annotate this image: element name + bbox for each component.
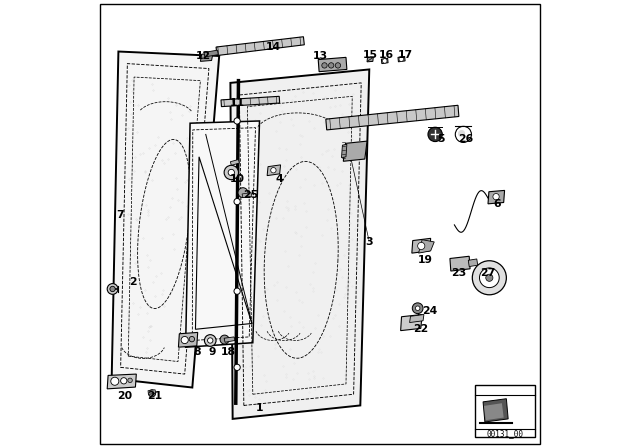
Bar [475, 385, 535, 437]
Circle shape [234, 198, 240, 205]
Text: 10: 10 [230, 174, 244, 184]
Polygon shape [224, 337, 235, 342]
Circle shape [486, 274, 493, 281]
Polygon shape [342, 144, 347, 158]
Circle shape [493, 194, 499, 200]
Circle shape [418, 242, 425, 250]
Polygon shape [230, 69, 369, 419]
Text: 11: 11 [230, 98, 244, 108]
Circle shape [399, 57, 404, 61]
Polygon shape [419, 240, 435, 253]
Text: 3: 3 [365, 237, 373, 247]
Circle shape [234, 118, 240, 124]
Polygon shape [221, 96, 280, 107]
Polygon shape [483, 399, 508, 422]
Circle shape [189, 336, 195, 342]
Circle shape [207, 338, 213, 343]
Polygon shape [401, 314, 422, 331]
Circle shape [110, 286, 115, 292]
Polygon shape [179, 332, 198, 347]
Text: 20: 20 [118, 392, 132, 401]
Polygon shape [216, 37, 305, 56]
Polygon shape [410, 314, 424, 323]
Circle shape [128, 378, 132, 383]
Polygon shape [318, 57, 347, 72]
Polygon shape [398, 56, 405, 62]
Text: 23: 23 [451, 268, 467, 278]
Polygon shape [242, 193, 252, 198]
Polygon shape [186, 121, 260, 347]
Text: 26: 26 [458, 134, 473, 144]
Text: 5: 5 [437, 134, 445, 144]
Text: 4: 4 [276, 174, 284, 184]
Text: 16: 16 [379, 50, 394, 60]
Polygon shape [468, 259, 477, 267]
Polygon shape [343, 141, 367, 161]
Text: 8: 8 [193, 347, 200, 357]
Circle shape [428, 127, 442, 142]
Circle shape [234, 364, 240, 370]
Polygon shape [326, 105, 459, 130]
Circle shape [181, 336, 188, 344]
Circle shape [458, 130, 465, 137]
Circle shape [234, 288, 240, 294]
Circle shape [383, 59, 387, 63]
Text: 21: 21 [147, 392, 162, 401]
Text: 7: 7 [116, 210, 124, 220]
Polygon shape [230, 159, 239, 165]
Text: 15: 15 [363, 50, 378, 60]
Text: 18: 18 [221, 347, 236, 357]
Circle shape [455, 126, 472, 142]
Text: 17: 17 [397, 50, 413, 60]
Circle shape [220, 335, 229, 344]
Circle shape [322, 63, 327, 68]
Circle shape [204, 335, 216, 346]
Polygon shape [412, 238, 431, 253]
Text: 13: 13 [312, 51, 328, 61]
Circle shape [111, 377, 119, 385]
Text: 19: 19 [418, 255, 433, 265]
Text: 6: 6 [493, 199, 500, 209]
Text: 12: 12 [196, 51, 211, 61]
Polygon shape [484, 403, 504, 420]
Polygon shape [267, 165, 280, 176]
Circle shape [335, 63, 340, 68]
Polygon shape [488, 190, 504, 204]
Polygon shape [148, 390, 156, 394]
Circle shape [148, 390, 156, 397]
Polygon shape [112, 52, 220, 388]
Polygon shape [204, 50, 218, 57]
Polygon shape [381, 58, 388, 64]
Polygon shape [200, 53, 213, 61]
Circle shape [121, 378, 127, 384]
Circle shape [224, 165, 239, 180]
Circle shape [271, 168, 276, 173]
Circle shape [328, 63, 334, 68]
Text: 9: 9 [209, 347, 216, 357]
Text: 00131_00: 00131_00 [486, 429, 524, 438]
Polygon shape [367, 57, 373, 62]
Text: 24: 24 [422, 306, 437, 316]
Text: 22: 22 [413, 324, 428, 334]
Text: 2: 2 [129, 277, 136, 287]
Text: 14: 14 [266, 42, 280, 52]
Circle shape [479, 268, 499, 288]
Polygon shape [450, 256, 470, 271]
Circle shape [108, 284, 118, 294]
Text: 1: 1 [256, 403, 263, 413]
Circle shape [412, 303, 423, 314]
Text: 25: 25 [243, 190, 258, 200]
Text: 27: 27 [481, 268, 495, 278]
Circle shape [238, 188, 248, 198]
Polygon shape [108, 374, 136, 389]
Circle shape [472, 261, 506, 295]
Circle shape [415, 306, 420, 310]
Circle shape [228, 169, 234, 176]
